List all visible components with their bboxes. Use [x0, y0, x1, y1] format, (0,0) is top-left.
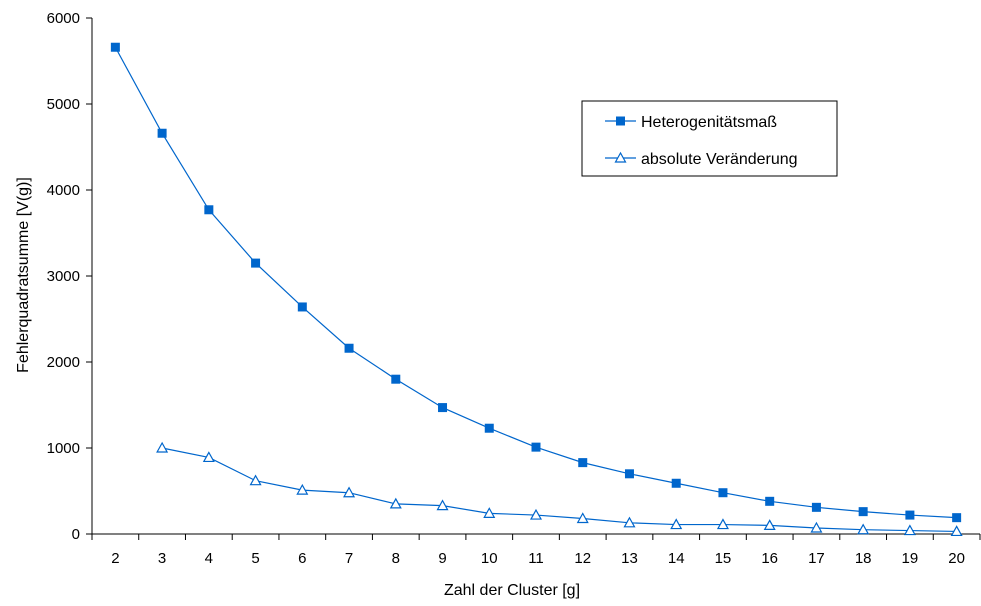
data-point — [343, 486, 356, 498]
data-point — [204, 205, 214, 215]
y-tick-label: 5000 — [47, 96, 80, 113]
legend-marker — [614, 151, 627, 163]
series-1 — [110, 42, 962, 523]
x-tick-label: 6 — [298, 550, 306, 567]
data-point — [950, 525, 963, 537]
y-axis-title: Fehlerquadratsumme [V(g)] — [15, 177, 32, 373]
x-axis-ticks: 2 3 4 5 6 7 8 9 10 11 12 13 14 15 16 17 18 19 20 — [91, 534, 981, 567]
data-point — [903, 524, 916, 536]
y-axis-ticks: 0 1000 2000 3000 4000 5000 6000 — [47, 10, 92, 543]
data-point — [529, 508, 543, 520]
data-point — [483, 507, 496, 518]
y-tick-label: 1000 — [47, 440, 80, 457]
data-point — [436, 499, 449, 511]
legend-item: absolute Veränderung — [605, 151, 798, 168]
x-tick-label: 11 — [528, 550, 544, 567]
series-2 — [156, 441, 963, 537]
x-tick-label: 3 — [158, 550, 166, 567]
x-axis-title: Zahl der Cluster [g] — [444, 582, 580, 599]
data-point — [623, 516, 636, 528]
data-point — [296, 483, 309, 495]
data-point — [670, 518, 683, 530]
legend-items: Heterogenitätsmaß absolute Veränderung — [605, 114, 798, 168]
legend-box — [581, 100, 838, 177]
x-tick-label: 2 — [111, 550, 119, 567]
data-point — [389, 497, 402, 509]
data-point — [624, 469, 634, 479]
legend-item: Heterogenitätsmaß — [605, 114, 777, 131]
x-tick-label: 15 — [715, 550, 732, 567]
data-point — [952, 513, 962, 523]
data-point — [531, 442, 541, 452]
data-point — [249, 474, 262, 486]
data-point — [344, 343, 354, 353]
x-tick-label: 20 — [948, 550, 965, 567]
x-tick-label: 5 — [251, 550, 259, 567]
x-tick-label: 8 — [392, 550, 400, 567]
data-point — [765, 496, 775, 506]
x-tick-label: 10 — [481, 550, 498, 567]
data-point — [718, 488, 728, 498]
series-layer — [110, 42, 963, 537]
data-point — [905, 510, 915, 520]
legend-label: Heterogenitätsmaß — [641, 114, 777, 131]
y-tick-label: 4000 — [47, 182, 80, 199]
data-point — [251, 258, 261, 268]
x-tick-label: 19 — [902, 550, 919, 567]
x-tick-label: 9 — [438, 550, 446, 567]
data-point — [811, 502, 821, 512]
y-tick-label: 2000 — [47, 354, 80, 371]
x-tick-label: 16 — [761, 550, 778, 567]
data-point — [763, 519, 776, 531]
data-point — [391, 374, 401, 384]
axes — [91, 18, 980, 535]
x-tick-label: 18 — [855, 550, 872, 567]
y-tick-label: 3000 — [47, 268, 80, 285]
data-point — [202, 451, 215, 463]
x-tick-label: 4 — [205, 550, 213, 567]
data-point — [110, 42, 120, 52]
data-point — [156, 441, 169, 453]
x-tick-label: 17 — [808, 550, 825, 567]
data-point — [810, 521, 823, 533]
x-tick-label: 12 — [574, 550, 591, 567]
legend-marker — [616, 116, 625, 126]
data-point — [578, 458, 588, 468]
data-point — [716, 518, 729, 530]
data-point — [576, 512, 589, 524]
data-point — [671, 478, 681, 488]
x-tick-label: 7 — [345, 550, 353, 567]
data-point — [157, 128, 167, 138]
data-point — [438, 403, 448, 413]
y-tick-label: 0 — [72, 526, 80, 543]
data-point — [858, 507, 868, 517]
data-point — [857, 523, 870, 535]
legend-label: absolute Veränderung — [641, 151, 798, 168]
series-line — [161, 447, 957, 533]
y-tick-label: 6000 — [47, 10, 80, 27]
data-point — [484, 423, 494, 433]
data-point — [297, 302, 307, 312]
x-tick-label: 13 — [621, 550, 638, 567]
legend: Heterogenitätsmaß absolute Veränderung — [581, 100, 838, 177]
x-tick-label: 14 — [668, 550, 685, 567]
